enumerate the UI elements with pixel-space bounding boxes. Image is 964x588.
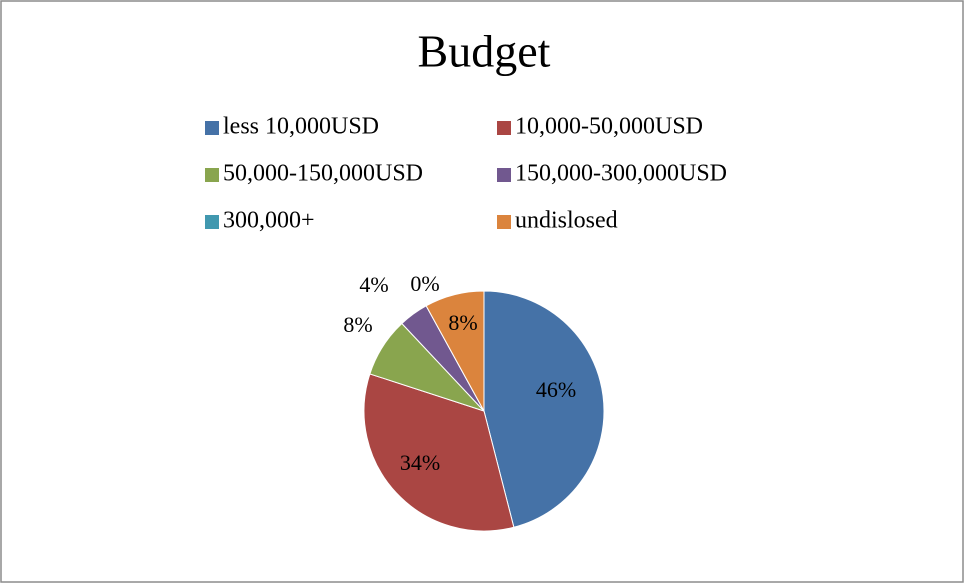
legend-label: 10,000-50,000USD (515, 114, 703, 140)
data-label: 34% (400, 450, 440, 475)
legend-label: 150,000-300,000USD (515, 161, 727, 187)
pie-slice (483, 290, 605, 528)
legend-label: less 10,000USD (223, 114, 379, 140)
pie-slice (363, 373, 515, 532)
legend-swatch (205, 121, 219, 135)
legend-label: undislosed (515, 208, 618, 234)
legend-label: 50,000-150,000USD (223, 161, 423, 187)
legend-swatch (205, 168, 219, 182)
legend-swatch (497, 121, 511, 135)
legend-swatch (497, 215, 511, 229)
data-label: 8% (448, 310, 477, 335)
data-label: 8% (343, 312, 372, 337)
legend-label: 300,000+ (223, 208, 315, 234)
chart-title: Budget (418, 26, 551, 77)
data-label: 0% (410, 271, 439, 296)
legend-swatch (205, 215, 219, 229)
data-label: 4% (359, 272, 388, 297)
pie-slice (425, 290, 485, 412)
data-label: 46% (536, 377, 576, 402)
legend-swatch (497, 168, 511, 182)
